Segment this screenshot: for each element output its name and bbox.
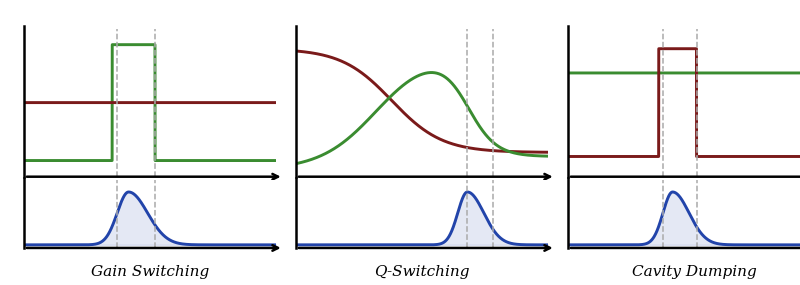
- Text: Q-Switching: Q-Switching: [374, 265, 470, 279]
- Text: Cavity Dumping: Cavity Dumping: [632, 265, 756, 279]
- Text: Gain Switching: Gain Switching: [91, 265, 209, 279]
